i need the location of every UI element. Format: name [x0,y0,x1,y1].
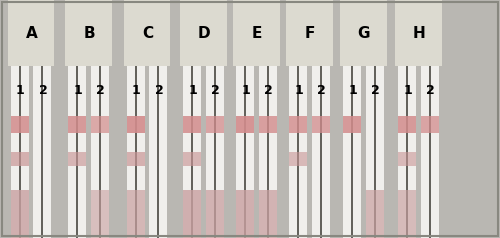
Text: C: C [142,26,153,41]
Text: 1: 1 [348,84,357,97]
Text: 1: 1 [403,84,412,97]
Text: F: F [305,26,315,41]
Text: 1: 1 [73,84,82,97]
Text: A: A [26,26,38,41]
Text: G: G [358,26,370,41]
Text: B: B [83,26,95,41]
Text: 2: 2 [317,84,326,97]
Text: 1: 1 [16,84,24,97]
Text: 1: 1 [241,84,250,97]
Text: 2: 2 [371,84,380,97]
Text: 2: 2 [154,84,164,97]
Text: D: D [198,26,210,41]
Text: 2: 2 [38,84,48,97]
Text: 2: 2 [426,84,435,97]
Text: 1: 1 [188,84,197,97]
Text: E: E [252,26,262,41]
Text: 2: 2 [96,84,105,97]
Text: 2: 2 [211,84,220,97]
Text: H: H [412,26,426,41]
Text: 1: 1 [132,84,140,97]
Text: 2: 2 [264,84,273,97]
Text: 1: 1 [294,84,303,97]
